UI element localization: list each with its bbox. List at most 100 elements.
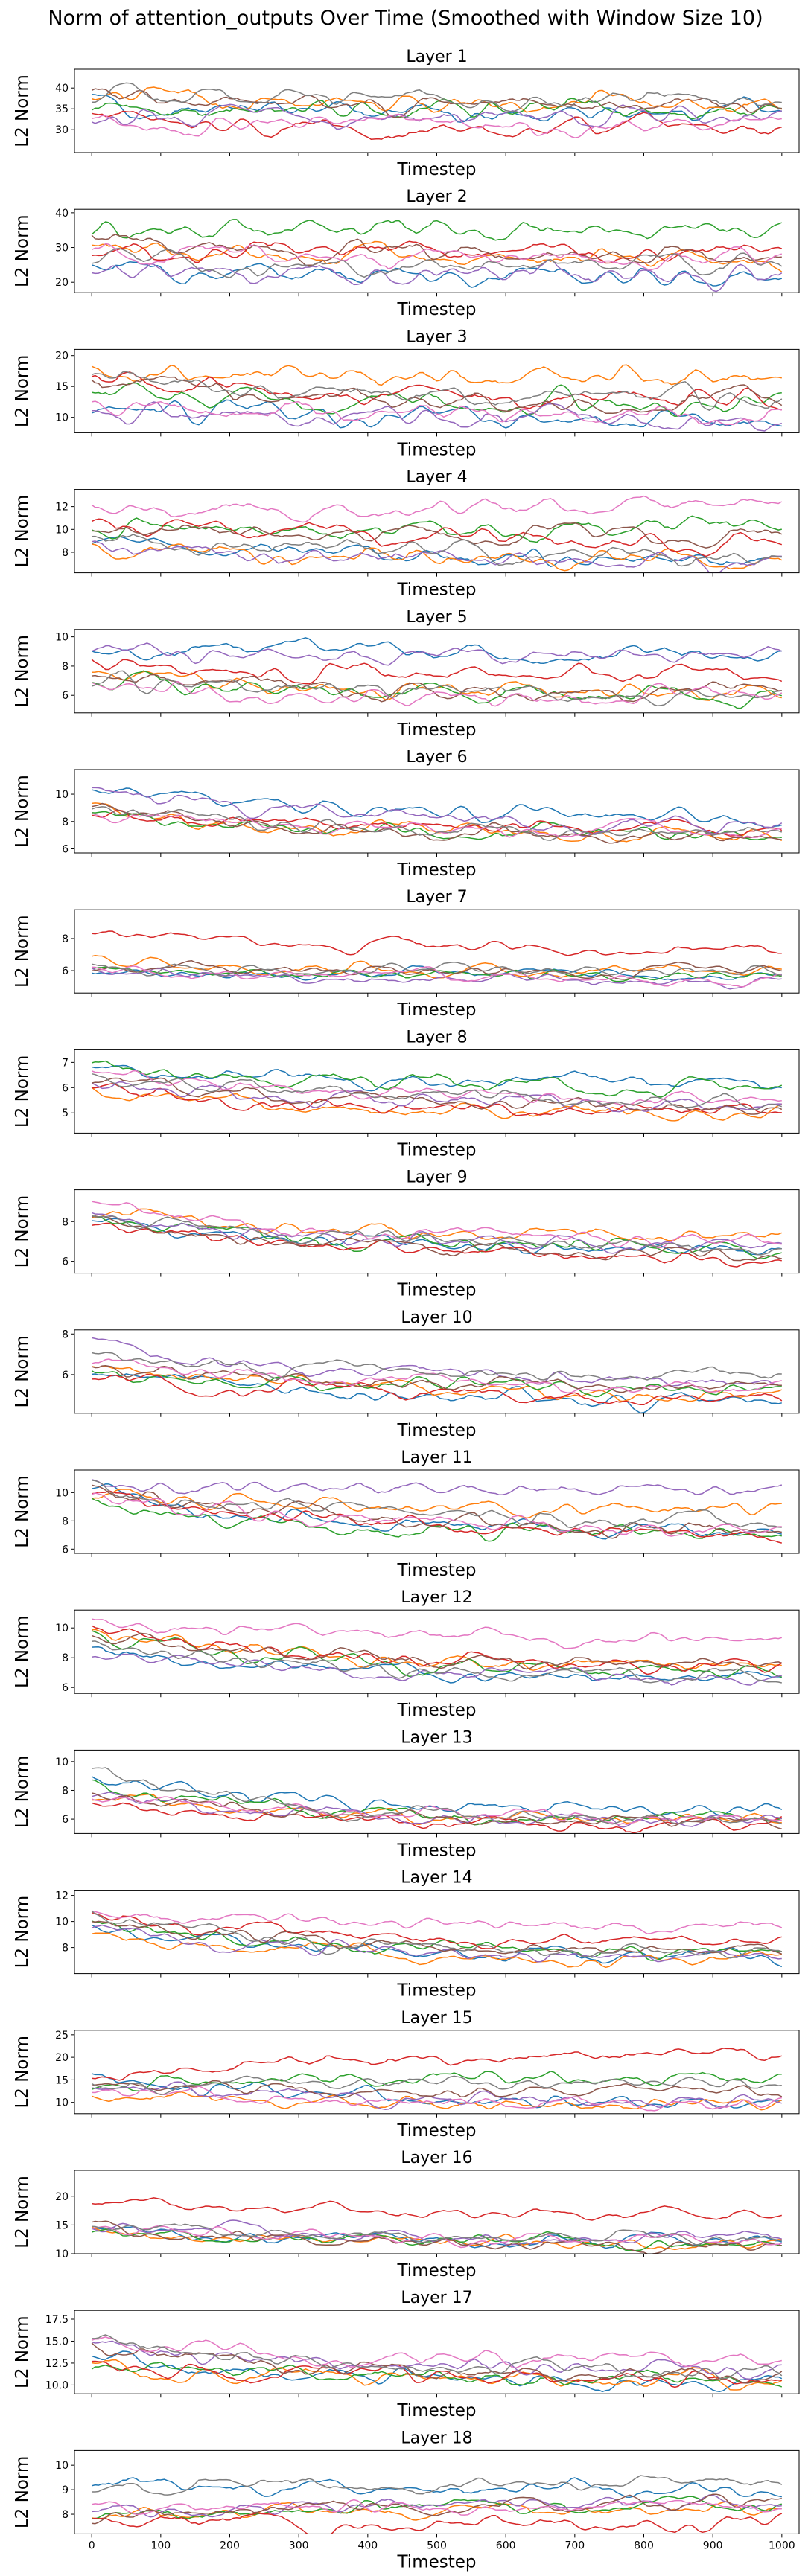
series-group (91, 930, 783, 990)
y-tick-label: 30 (55, 124, 69, 136)
y-tick-label: 10 (55, 2097, 69, 2109)
subplot-title: Layer 15 (401, 2009, 472, 2027)
series-line-1 (91, 2350, 783, 2393)
series-line-4 (92, 1082, 782, 1116)
subplot-layer-1: Layer 1 30 35 40 Timestep L2 Norm (13, 48, 800, 179)
series-line-7 (91, 495, 783, 523)
y-axis-label: L2 Norm (13, 1756, 32, 1829)
series-line-1 (91, 1924, 783, 1968)
series-line-8 (92, 247, 783, 278)
subplot-title: Layer 16 (401, 2149, 472, 2167)
series-line-7 (92, 1910, 783, 1934)
y-tick-label: 8 (62, 933, 69, 945)
subplot-layer-14: Layer 14 8 10 12 Timestep L2 Norm (13, 1869, 800, 2001)
x-axis-label: Timestep (396, 1561, 476, 1580)
y-tick-label: 15.0 (45, 2336, 69, 2348)
y-tick-label: 10 (55, 789, 69, 801)
y-tick-label: 10 (55, 524, 69, 536)
series-line-2 (92, 240, 783, 272)
y-tick-label: 20 (55, 2052, 69, 2064)
subplot-title: Layer 10 (401, 1308, 472, 1327)
axes-frame (74, 769, 800, 854)
series-line-3 (91, 1920, 782, 1961)
x-axis-label: Timestep (396, 720, 476, 740)
series-line-6 (92, 522, 783, 549)
y-axis-label: L2 Norm (13, 2036, 32, 2109)
x-axis-label: Timestep (396, 1841, 476, 1860)
x-tick-label: 700 (564, 2540, 585, 2551)
series-line-6 (91, 234, 782, 266)
series-line-4 (92, 2360, 782, 2388)
series-line-3 (92, 811, 782, 840)
series-line-1 (92, 1064, 782, 1092)
series-line-5 (92, 2081, 783, 2110)
series-group (91, 1479, 783, 1544)
series-line-7 (92, 1201, 782, 1249)
series-line-4 (91, 371, 782, 410)
series-group (91, 1910, 783, 1969)
y-tick-label: 40 (55, 83, 69, 95)
series-line-1 (92, 965, 782, 981)
series-line-5 (91, 1924, 782, 1963)
y-axis-label: L2 Norm (13, 2176, 32, 2249)
y-tick-label: 8 (62, 661, 69, 673)
subplot-title: Layer 1 (406, 48, 467, 66)
series-line-8 (92, 1767, 783, 1825)
subplot-layer-10: Layer 10 6 8 Timestep L2 Norm (13, 1308, 800, 1440)
y-axis-label: L2 Norm (13, 775, 32, 848)
axes-frame (74, 629, 800, 714)
series-line-8 (92, 1480, 782, 1529)
y-tick-label: 10 (55, 412, 69, 424)
series-line-1 (92, 787, 783, 829)
y-tick-label: 6 (62, 1370, 69, 1381)
series-line-7 (91, 243, 783, 271)
series-group (91, 82, 783, 141)
subplot-title: Layer 5 (406, 608, 467, 627)
series-line-7 (92, 2499, 782, 2516)
series-line-8 (91, 670, 782, 707)
y-tick-label: 6 (62, 1544, 69, 1556)
series-line-5 (92, 401, 783, 432)
x-axis-label: Timestep (396, 2401, 476, 2420)
series-line-5 (92, 1337, 782, 1387)
series-line-6 (92, 1792, 782, 1829)
y-tick-label: 6 (62, 1256, 69, 1268)
axes-frame (74, 1049, 800, 1134)
series-line-8 (92, 82, 782, 112)
y-axis-label: L2 Norm (13, 1195, 32, 1268)
y-axis-label: L2 Norm (13, 2315, 32, 2388)
subplot-title: Layer 7 (406, 888, 467, 907)
x-tick-label: 200 (220, 2540, 240, 2551)
series-group (91, 1060, 783, 1122)
x-axis-label: Timestep (396, 2261, 476, 2281)
y-tick-label: 10 (55, 2249, 69, 2260)
series-group (91, 2197, 783, 2254)
subplot-layer-15: Layer 15 10 15 20 25 Timestep L2 Norm (13, 2009, 800, 2141)
y-axis-label: L2 Norm (13, 635, 32, 708)
y-tick-label: 17.5 (45, 2314, 69, 2326)
series-group (91, 495, 783, 573)
series-line-3 (91, 2071, 782, 2092)
series-line-7 (91, 2336, 782, 2369)
subplot-layer-3: Layer 3 10 15 20 Timestep L2 Norm (13, 327, 800, 459)
y-axis-label: L2 Norm (13, 1896, 32, 1969)
series-line-3 (91, 219, 783, 241)
y-tick-label: 6 (62, 843, 69, 855)
series-line-2 (91, 86, 783, 113)
series-line-8 (91, 2075, 782, 2096)
y-tick-label: 5 (62, 1108, 69, 1119)
y-tick-label: 15 (55, 2074, 69, 2086)
x-axis-label: Timestep (396, 1421, 476, 1440)
series-line-8 (92, 2223, 782, 2246)
x-axis-label: Timestep (396, 1981, 476, 2001)
subplot-layer-6: Layer 6 6 8 10 Timestep L2 Norm (13, 748, 800, 880)
subplot-layer-7: Layer 7 6 8 Timestep L2 Norm (13, 888, 800, 1020)
subplot-layer-12: Layer 12 6 8 10 Timestep L2 Norm (13, 1588, 800, 1720)
subplot-title: Layer 12 (401, 1588, 472, 1607)
subplot-layer-2: Layer 2 20 30 40 Timestep L2 Norm (13, 188, 800, 319)
axes-frame (74, 1609, 800, 1694)
series-line-6 (92, 1920, 783, 1955)
series-line-3 (91, 515, 782, 543)
